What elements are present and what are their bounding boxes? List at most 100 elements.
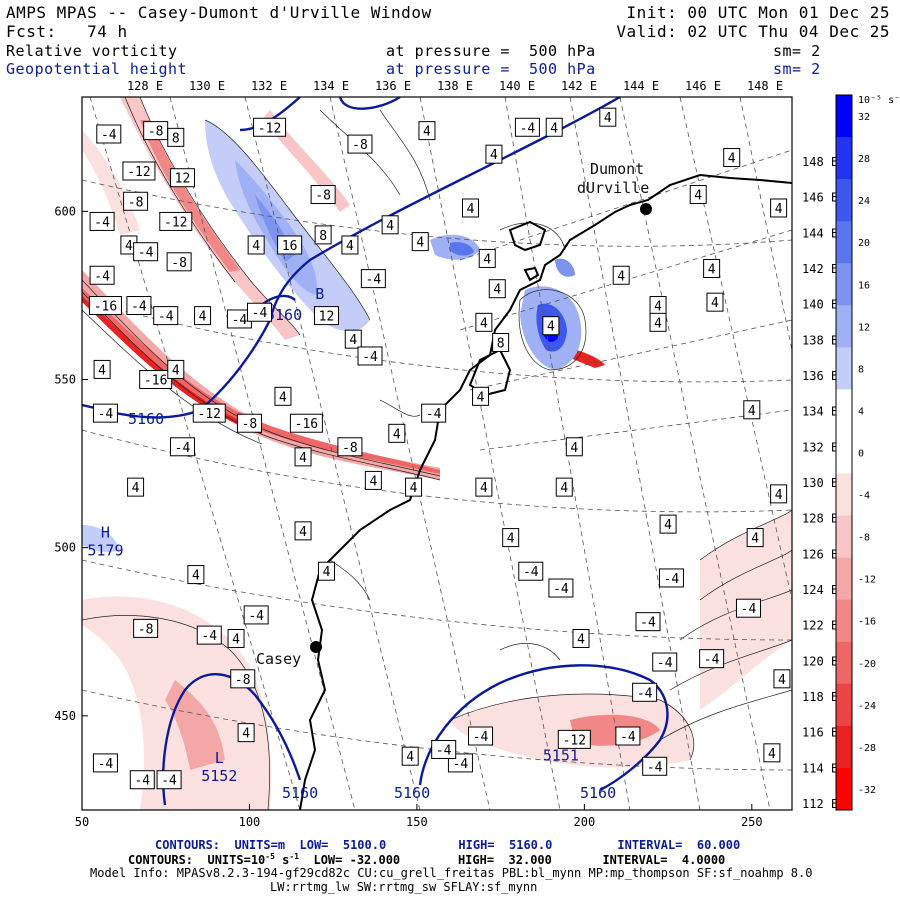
- vorticity-value-label: 4: [478, 248, 496, 268]
- svg-text:4: 4: [125, 239, 133, 254]
- right-lon-label: 140 E: [802, 298, 838, 312]
- svg-text:-8: -8: [171, 256, 187, 271]
- right-lon-label: 124 E: [802, 583, 838, 597]
- vorticity-value-label: -12: [192, 403, 226, 423]
- vorticity-value-label: -4: [632, 682, 658, 702]
- svg-text:-4: -4: [98, 757, 114, 772]
- svg-text:-4: -4: [620, 730, 636, 745]
- x-tick-label: 200: [574, 815, 596, 829]
- geopotential-centers: H5179L5152L5151B: [87, 285, 579, 785]
- top-lon-label: 144 E: [623, 79, 659, 93]
- vorticity-value-label: -4: [735, 598, 761, 618]
- vorticity-value-label: -8: [230, 669, 256, 689]
- top-lon-label: 136 E: [375, 79, 411, 93]
- vorticity-value-label: -8: [166, 252, 192, 272]
- vorticity-value-label: -8: [236, 413, 262, 433]
- vorticity-value-label: -8: [123, 191, 149, 211]
- x-tick-label: 250: [741, 815, 763, 829]
- vorticity-value-label: -8: [347, 134, 373, 154]
- vorticity-value-label: 4: [565, 437, 583, 457]
- svg-text:-4: -4: [138, 246, 154, 261]
- svg-text:-4: -4: [637, 686, 653, 701]
- vorticity-value-label: -4: [169, 437, 195, 457]
- top-lon-label: 142 E: [561, 79, 597, 93]
- colorbar-label: 0: [858, 449, 864, 460]
- center-type-label: H: [101, 524, 110, 542]
- colorbar-swatch: [836, 641, 852, 685]
- x-tick-label: 150: [406, 815, 428, 829]
- right-lon-label: 132 E: [802, 440, 838, 454]
- vorticity-value-label: -16: [88, 296, 122, 316]
- vorticity-value-label: 4: [247, 235, 265, 255]
- vorticity-value-label: -4: [548, 578, 574, 598]
- svg-text:4: 4: [132, 481, 140, 496]
- vorticity-value-label: -4: [196, 625, 222, 645]
- svg-text:8: 8: [172, 131, 180, 146]
- right-lon-label: 138 E: [802, 333, 838, 347]
- svg-text:-4: -4: [158, 310, 174, 325]
- svg-text:4: 4: [252, 239, 260, 254]
- svg-text:4: 4: [242, 727, 250, 742]
- vorticity-value-label: 4: [120, 235, 138, 255]
- svg-text:-4: -4: [252, 306, 268, 321]
- right-longitude-labels: 148 E 146 E 144 E 142 E 140 E 138 E 136 E 134 E…: [802, 155, 838, 811]
- vorticity-value-label: 4: [294, 447, 312, 467]
- top-lon-label: 140 E: [499, 79, 535, 93]
- vorticity-value-label: 4: [475, 312, 493, 332]
- vorticity-value-label: 4: [612, 265, 630, 285]
- vorticity-value-label: 4: [227, 628, 245, 648]
- colorbar-label: -8: [858, 533, 870, 544]
- vorticity-value-label: -4: [652, 652, 678, 672]
- vorticity-value-label: 4: [770, 198, 788, 218]
- colorbar-label: 8: [858, 364, 864, 375]
- right-lon-label: 126 E: [802, 547, 838, 561]
- svg-text:-4: -4: [473, 730, 489, 745]
- svg-text:4: 4: [172, 363, 180, 378]
- svg-text:4: 4: [493, 283, 501, 298]
- vorticity-value-label: -8: [337, 437, 363, 457]
- colorbar-label: 24: [858, 196, 870, 207]
- colorbar-swatch: [836, 389, 852, 432]
- svg-text:4: 4: [232, 632, 240, 647]
- vorticity-value-label: 12: [169, 168, 195, 188]
- plot-frame: [81, 96, 793, 811]
- vorticity-labels: -4 -8 812-12-8-12-44 -4-8-4-16 -4-4 4 -44-164-…: [88, 107, 791, 790]
- vorticity-value-label: 4: [472, 386, 490, 406]
- svg-text:4: 4: [299, 525, 307, 540]
- y-tick-label: 500: [54, 541, 76, 555]
- vorticity-value-label: 8: [492, 333, 510, 353]
- top-lon-label: 138 E: [437, 79, 473, 93]
- colorbar-label: 28: [858, 154, 870, 165]
- colorbar-swatch: [836, 431, 852, 475]
- center-value-label: 5151: [543, 747, 579, 765]
- svg-text:-4: -4: [101, 128, 117, 143]
- vorticity-value-label: 4: [502, 528, 520, 548]
- vorticity-value-label: -4: [615, 726, 641, 746]
- field2-smooth: sm= 2: [773, 60, 821, 78]
- vorticity-value-label: -8: [133, 618, 159, 638]
- init-time: Init: 00 UTC Mon 01 Dec 25: [626, 3, 890, 22]
- svg-text:4: 4: [654, 316, 662, 331]
- vorticity-value-label: -4: [431, 739, 457, 759]
- svg-text:-16: -16: [144, 374, 167, 389]
- svg-text:4: 4: [369, 474, 377, 489]
- colorbar-swatch: [836, 767, 852, 811]
- svg-text:-8: -8: [342, 441, 358, 456]
- right-lon-label: 130 E: [802, 476, 838, 490]
- vorticity-value-label: 4: [763, 743, 781, 763]
- geopotential-label: 5160: [282, 784, 318, 802]
- vorticity-value-label: -12: [122, 161, 156, 181]
- vorticity-value-label: 4: [237, 723, 255, 743]
- center-value-label: 5152: [201, 767, 237, 785]
- vorticity-contour-info: CONTOURS: UNITS=10-5 s-1 LOW= -32.000 HI…: [128, 852, 726, 867]
- colorbar: 10⁻⁵ s⁻¹ 32 28 24 20 16 12 8 4 0 -4 -8 -12 -16 -20 -24…: [835, 94, 900, 811]
- vorticity-value-label: -12: [253, 117, 287, 137]
- colorbar-label: 20: [858, 238, 870, 249]
- svg-text:-4: -4: [453, 757, 469, 772]
- colorbar-label: -20: [858, 659, 876, 670]
- svg-text:4: 4: [192, 569, 200, 584]
- plot-area: Casey Dumont dUrville 5160 5160 5160 516…: [82, 97, 792, 810]
- vorticity-value-label: 4: [545, 117, 563, 137]
- svg-text:4: 4: [775, 202, 783, 217]
- svg-text:-4: -4: [131, 300, 147, 315]
